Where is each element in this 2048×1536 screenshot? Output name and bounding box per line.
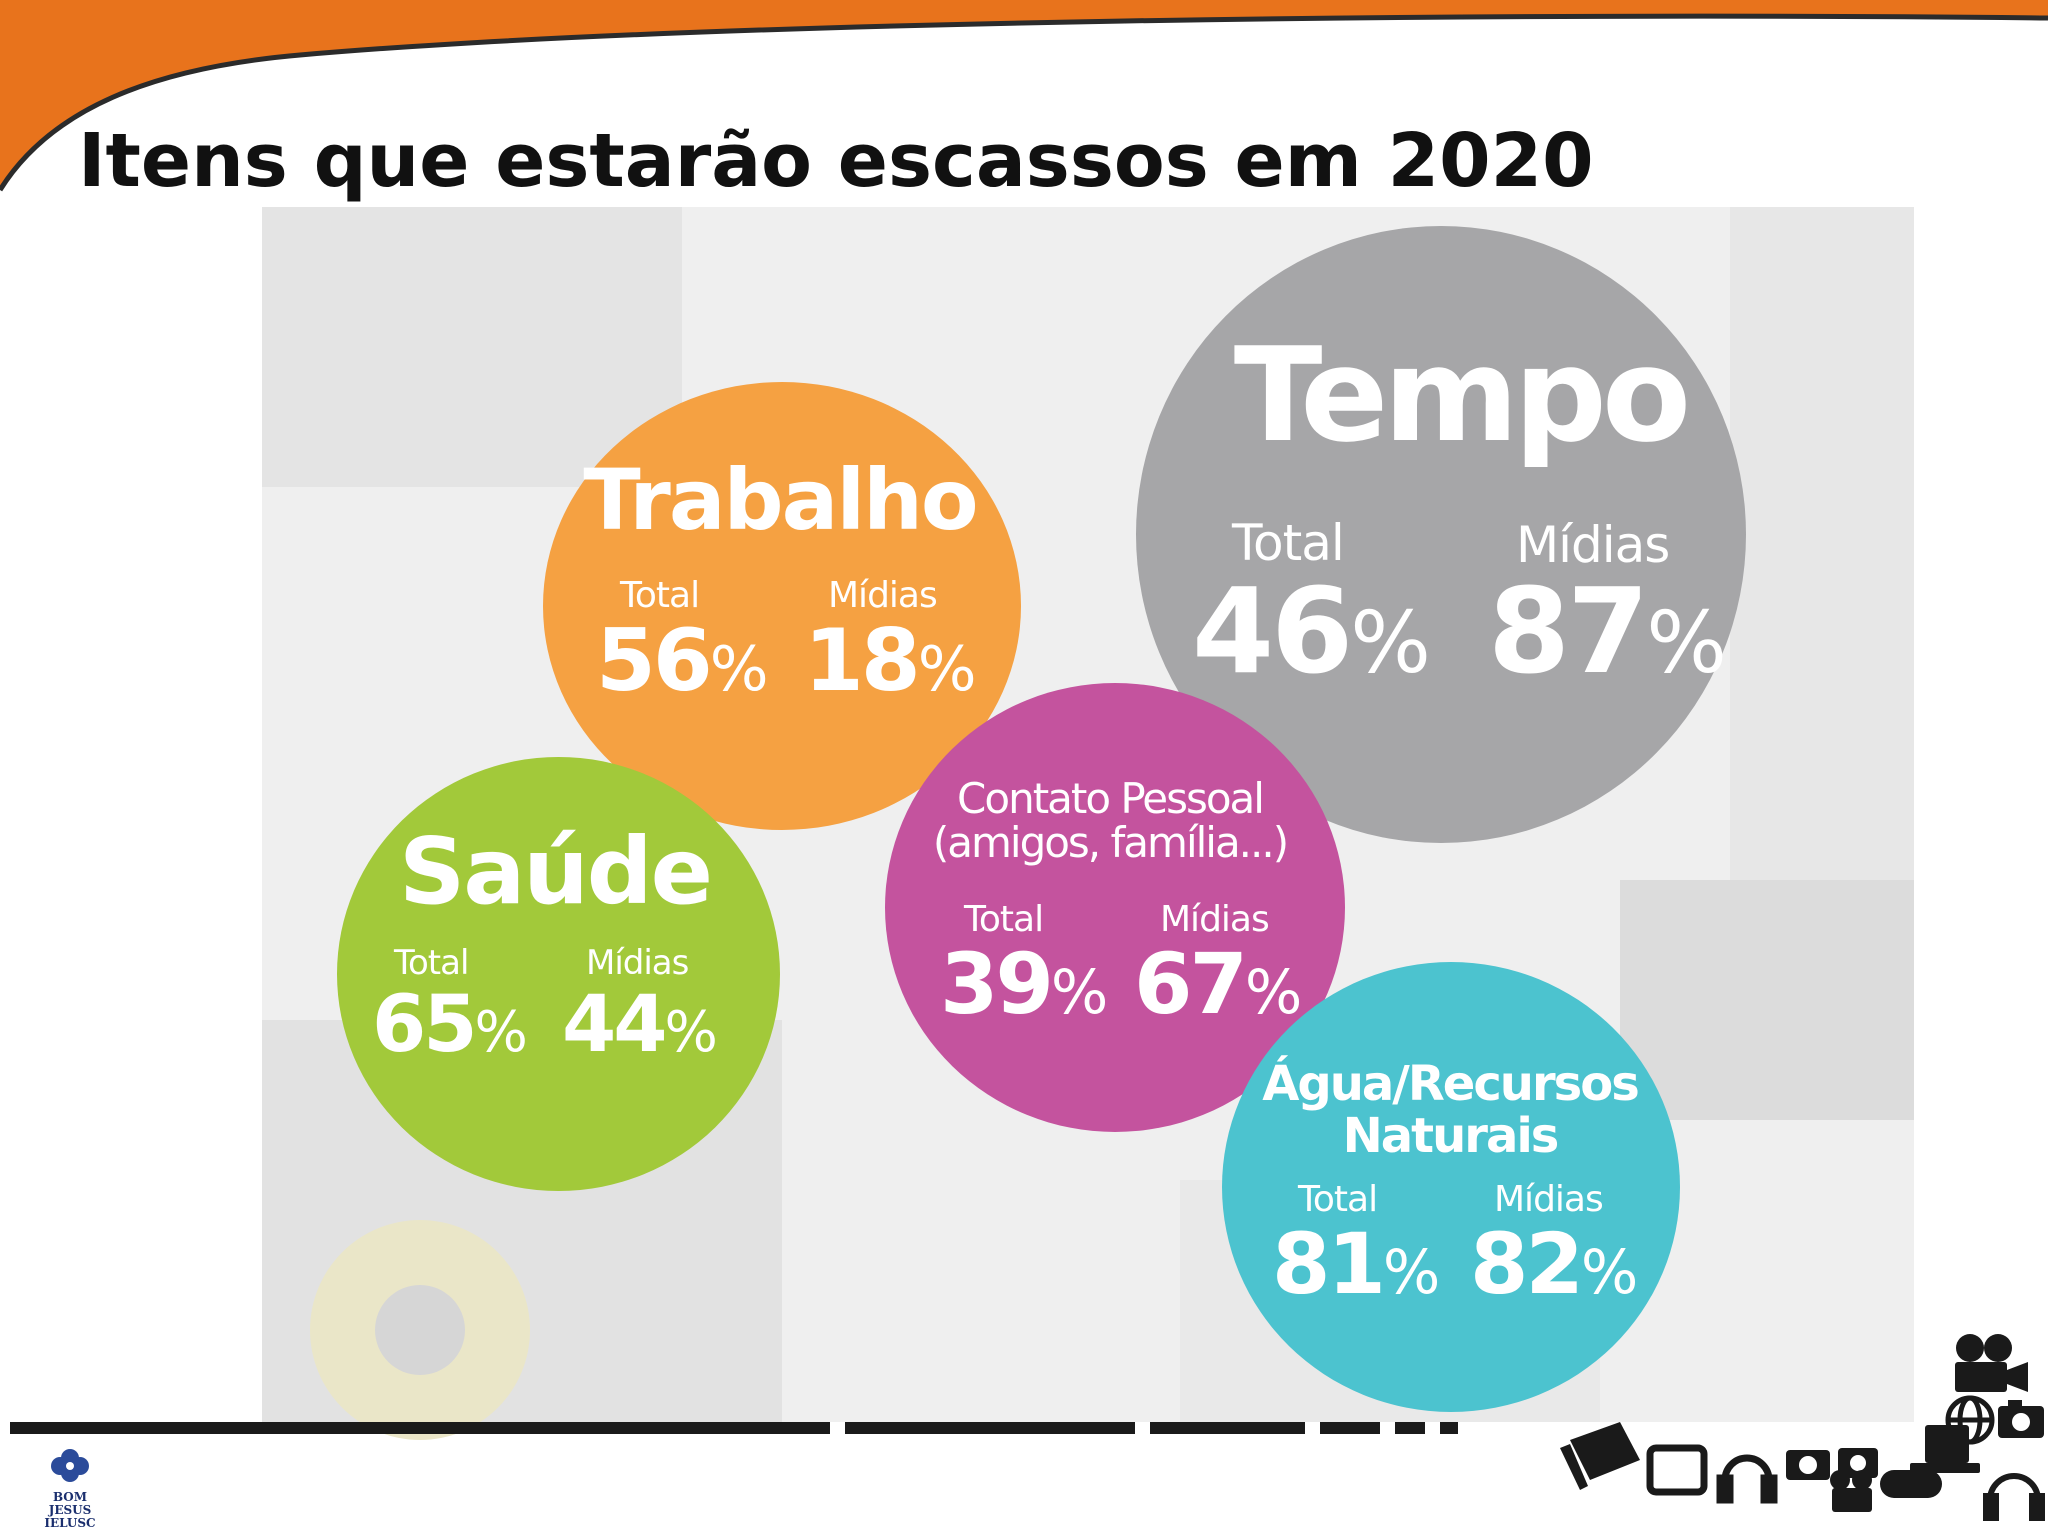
header-swoosh-edge bbox=[0, 13, 2048, 192]
bubble-tempo-name: Tempo bbox=[1233, 319, 1691, 471]
bubble-saude-midias-label: Mídias bbox=[586, 943, 689, 983]
bubble-contato-midias-label: Mídias bbox=[1160, 899, 1270, 940]
gamepad-icon bbox=[1880, 1470, 1942, 1498]
bubble-trabalho-midias-value: 18% bbox=[804, 611, 977, 711]
tv-icon bbox=[1646, 1444, 1708, 1496]
logo-line1: BOM JESUS bbox=[48, 1490, 92, 1518]
headphones-icon bbox=[1983, 1473, 2045, 1521]
bubble-tempo-midias-label: Mídias bbox=[1516, 516, 1670, 574]
laptop-icon bbox=[1910, 1425, 1980, 1473]
bubble-agua-total-value: 81% bbox=[1272, 1215, 1441, 1313]
slide-title: Itens que estarão escassos em 2020 bbox=[78, 118, 1594, 204]
bubble-tempo-total-label: Total bbox=[1232, 514, 1345, 572]
bubble-trabalho-total-label: Total bbox=[620, 575, 700, 616]
institution-logo: BOM JESUS IELUSC bbox=[30, 1446, 110, 1531]
header-swoosh bbox=[0, 0, 2048, 190]
camera-icon bbox=[1998, 1400, 2044, 1438]
bubble-contato-total-label: Total bbox=[964, 899, 1044, 940]
media-icons-cluster bbox=[1560, 1334, 2045, 1521]
bubble-saude-total-label: Total bbox=[394, 943, 469, 983]
bubble-saude-midias-value: 44% bbox=[562, 980, 718, 1070]
camera-icon bbox=[1786, 1448, 1878, 1480]
bubble-agua-total-label: Total bbox=[1298, 1179, 1378, 1220]
bubble-agua-name-line1: Água/Recursos bbox=[1262, 1056, 1640, 1112]
bubble-trabalho-name: Trabalho bbox=[583, 451, 978, 549]
bubble-agua-midias-label: Mídias bbox=[1494, 1179, 1604, 1220]
bubble-contato-name-line1: Contato Pessoal bbox=[957, 774, 1265, 823]
bubble-saude-name: Saúde bbox=[398, 818, 713, 925]
bubble-contato-midias-value: 67% bbox=[1134, 935, 1303, 1033]
bubble-tempo-total-value: 46% bbox=[1192, 562, 1431, 700]
bubble-trabalho-midias-label: Mídias bbox=[828, 575, 938, 616]
bubble-agua bbox=[1222, 962, 1680, 1412]
flower-logo-icon bbox=[51, 1449, 89, 1482]
bubble-tempo-midias-value: 87% bbox=[1488, 562, 1727, 700]
video-camera-icon bbox=[1830, 1470, 1872, 1512]
footer-bar bbox=[10, 1422, 830, 1434]
headphones-icon bbox=[1716, 1454, 1778, 1504]
video-camera-icon bbox=[1955, 1334, 2028, 1392]
globe-icon bbox=[1945, 1395, 1995, 1445]
bubble-trabalho-total-value: 56% bbox=[596, 611, 769, 711]
bubble-agua-name-line2: Naturais bbox=[1342, 1108, 1560, 1164]
bubble-saude-total-value: 65% bbox=[372, 980, 528, 1070]
bubble-saude bbox=[337, 757, 780, 1191]
bubble-contato-total-value: 39% bbox=[940, 935, 1109, 1033]
laptop-icon bbox=[1560, 1422, 1640, 1490]
bubble-agua-midias-value: 82% bbox=[1470, 1215, 1639, 1313]
bubble-contato-name-line2: (amigos, família...) bbox=[932, 818, 1289, 867]
logo-line2: IELUSC bbox=[44, 1516, 96, 1531]
bubble-trabalho bbox=[543, 382, 1021, 830]
